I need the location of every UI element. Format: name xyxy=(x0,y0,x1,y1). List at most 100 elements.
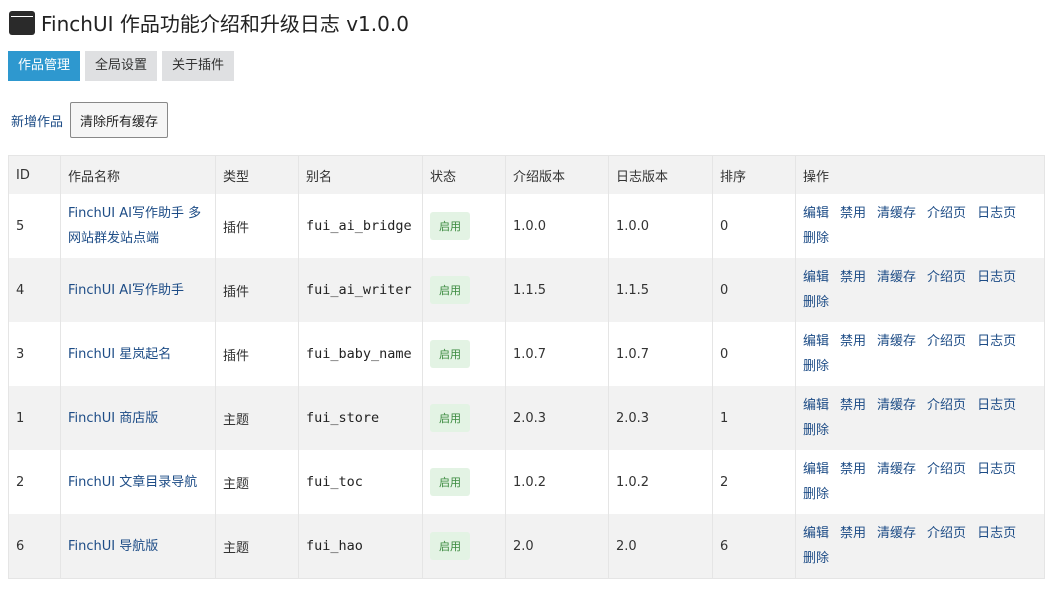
status-cell: 启用 xyxy=(422,258,506,322)
log-page-link[interactable]: 日志页 xyxy=(977,334,1017,349)
type-cell: 插件 xyxy=(215,322,299,386)
order-cell: 0 xyxy=(712,258,796,322)
edit-link[interactable]: 编辑 xyxy=(803,334,830,349)
tab-bar: 作品管理 全局设置 关于插件 xyxy=(8,51,235,81)
order-cell: 0 xyxy=(712,322,796,386)
work-name-link[interactable]: FinchUI 文章目录导航 xyxy=(68,474,198,490)
status-cell: 启用 xyxy=(422,322,506,386)
name-cell: FinchUI 导航版 xyxy=(60,514,216,579)
disable-link[interactable]: 禁用 xyxy=(840,334,867,349)
log-page-link[interactable]: 日志页 xyxy=(977,526,1017,541)
order-cell: 6 xyxy=(712,514,796,579)
slug-cell: fui_ai_writer xyxy=(298,258,423,322)
work-name-link[interactable]: FinchUI 导航版 xyxy=(68,538,159,554)
operations-cell: 编辑 禁用 清缓存 介绍页 日志页删除 xyxy=(795,258,1045,322)
name-cell: FinchUI 星岚起名 xyxy=(60,322,216,386)
column-header: 介绍版本 xyxy=(505,155,609,194)
slug-cell: fui_toc xyxy=(298,450,423,514)
work-name-link[interactable]: FinchUI AI写作助手 xyxy=(68,282,184,298)
id-cell: 6 xyxy=(8,514,61,579)
intro-page-link[interactable]: 介绍页 xyxy=(927,270,967,285)
column-header: 状态 xyxy=(422,155,506,194)
tab-about[interactable]: 关于插件 xyxy=(162,51,235,81)
order-cell: 2 xyxy=(712,450,796,514)
log-page-link[interactable]: 日志页 xyxy=(977,462,1017,477)
disable-link[interactable]: 禁用 xyxy=(840,398,867,413)
status-cell: 启用 xyxy=(422,450,506,514)
operations-cell: 编辑 禁用 清缓存 介绍页 日志页删除 xyxy=(795,194,1045,258)
name-cell: FinchUI 文章目录导航 xyxy=(60,450,216,514)
clear-cache-link[interactable]: 清缓存 xyxy=(877,334,917,349)
disable-link[interactable]: 禁用 xyxy=(840,462,867,477)
status-cell: 启用 xyxy=(422,194,506,258)
status-badge: 启用 xyxy=(430,276,470,304)
log-version-cell: 1.0.0 xyxy=(608,194,713,258)
intro-page-link[interactable]: 介绍页 xyxy=(927,526,967,541)
id-cell: 3 xyxy=(8,322,61,386)
operations-cell: 编辑 禁用 清缓存 介绍页 日志页删除 xyxy=(795,450,1045,514)
order-cell: 1 xyxy=(712,386,796,450)
edit-link[interactable]: 编辑 xyxy=(803,206,830,221)
table-row: 2 FinchUI 文章目录导航 主题 fui_toc 启用 1.0.2 1.0… xyxy=(8,450,1045,514)
disable-link[interactable]: 禁用 xyxy=(840,206,867,221)
tab-works[interactable]: 作品管理 xyxy=(8,51,81,81)
column-header: 排序 xyxy=(712,155,796,194)
clear-cache-link[interactable]: 清缓存 xyxy=(877,462,917,477)
edit-link[interactable]: 编辑 xyxy=(803,462,830,477)
tab-global-settings[interactable]: 全局设置 xyxy=(85,51,158,81)
delete-link[interactable]: 删除 xyxy=(803,359,830,374)
toolbar: 新增作品 清除所有缓存 xyxy=(11,102,169,138)
clear-cache-link[interactable]: 清缓存 xyxy=(877,526,917,541)
status-badge: 启用 xyxy=(430,468,470,496)
status-badge: 启用 xyxy=(430,532,470,560)
work-name-link[interactable]: FinchUI 星岚起名 xyxy=(68,346,172,362)
log-version-cell: 1.0.7 xyxy=(608,322,713,386)
log-page-link[interactable]: 日志页 xyxy=(977,206,1017,221)
status-cell: 启用 xyxy=(422,514,506,579)
type-cell: 插件 xyxy=(215,194,299,258)
clear-cache-link[interactable]: 清缓存 xyxy=(877,206,917,221)
intro-page-link[interactable]: 介绍页 xyxy=(927,334,967,349)
log-page-link[interactable]: 日志页 xyxy=(977,398,1017,413)
slug-cell: fui_hao xyxy=(298,514,423,579)
log-version-cell: 1.1.5 xyxy=(608,258,713,322)
status-badge: 启用 xyxy=(430,340,470,368)
delete-link[interactable]: 删除 xyxy=(803,423,830,438)
id-cell: 4 xyxy=(8,258,61,322)
edit-link[interactable]: 编辑 xyxy=(803,398,830,413)
status-badge: 启用 xyxy=(430,404,470,432)
type-cell: 主题 xyxy=(215,514,299,579)
delete-link[interactable]: 删除 xyxy=(803,487,830,502)
intro-version-cell: 1.1.5 xyxy=(505,258,609,322)
id-cell: 2 xyxy=(8,450,61,514)
status-cell: 启用 xyxy=(422,386,506,450)
delete-link[interactable]: 删除 xyxy=(803,231,830,246)
clear-cache-link[interactable]: 清缓存 xyxy=(877,270,917,285)
type-cell: 主题 xyxy=(215,450,299,514)
delete-link[interactable]: 删除 xyxy=(803,295,830,310)
page-title-text: FinchUI 作品功能介绍和升级日志 v1.0.0 xyxy=(41,12,409,36)
disable-link[interactable]: 禁用 xyxy=(840,270,867,285)
edit-link[interactable]: 编辑 xyxy=(803,526,830,541)
log-page-link[interactable]: 日志页 xyxy=(977,270,1017,285)
column-header: 操作 xyxy=(795,155,1045,194)
log-version-cell: 1.0.2 xyxy=(608,450,713,514)
edit-link[interactable]: 编辑 xyxy=(803,270,830,285)
column-header: 日志版本 xyxy=(608,155,713,194)
clear-cache-button[interactable]: 清除所有缓存 xyxy=(70,102,169,138)
intro-page-link[interactable]: 介绍页 xyxy=(927,398,967,413)
slug-cell: fui_baby_name xyxy=(298,322,423,386)
disable-link[interactable]: 禁用 xyxy=(840,526,867,541)
clear-cache-link[interactable]: 清缓存 xyxy=(877,398,917,413)
add-work-link[interactable]: 新增作品 xyxy=(11,114,64,130)
name-cell: FinchUI 商店版 xyxy=(60,386,216,450)
intro-page-link[interactable]: 介绍页 xyxy=(927,462,967,477)
work-name-link[interactable]: FinchUI AI写作助手 多网站群发站点端 xyxy=(68,206,202,246)
slug-cell: fui_store xyxy=(298,386,423,450)
table-row: 1 FinchUI 商店版 主题 fui_store 启用 2.0.3 2.0.… xyxy=(8,386,1045,450)
type-cell: 主题 xyxy=(215,386,299,450)
work-name-link[interactable]: FinchUI 商店版 xyxy=(68,410,159,426)
delete-link[interactable]: 删除 xyxy=(803,551,830,566)
intro-page-link[interactable]: 介绍页 xyxy=(927,206,967,221)
name-cell: FinchUI AI写作助手 xyxy=(60,258,216,322)
